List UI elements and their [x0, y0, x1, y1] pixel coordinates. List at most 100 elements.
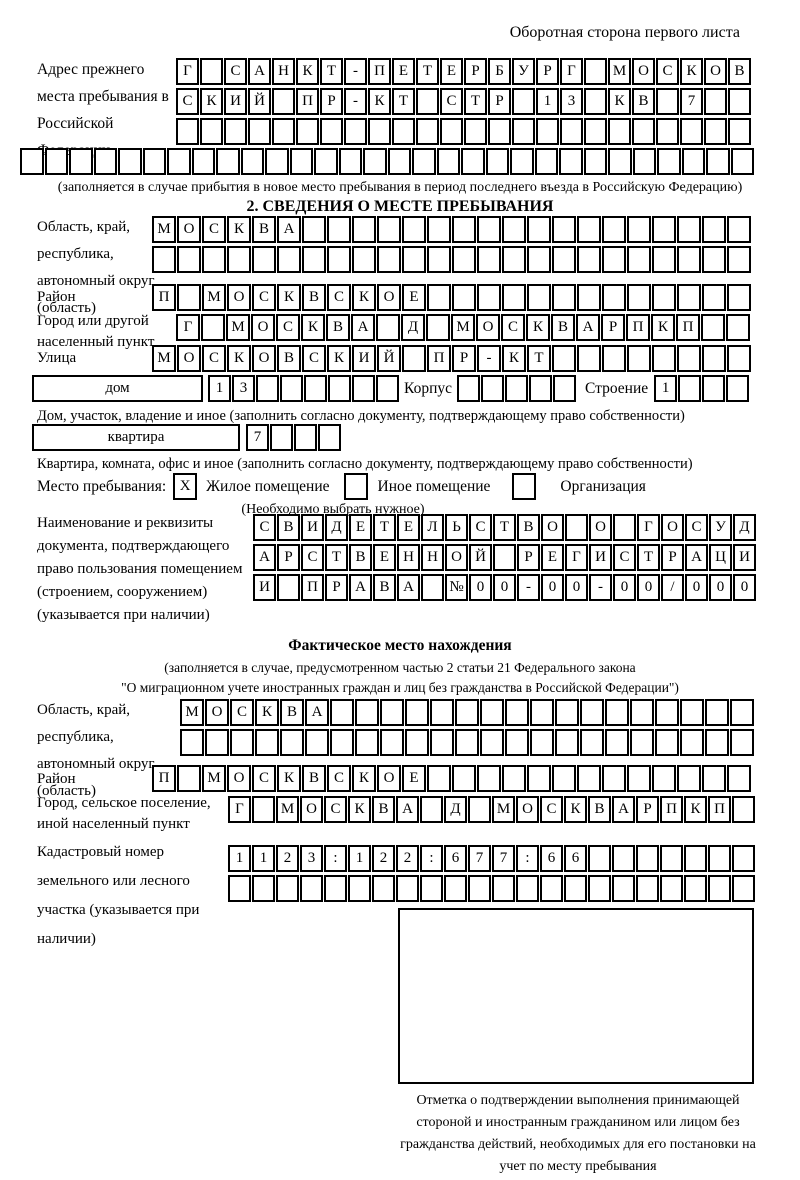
char-cell[interactable]: М [276, 796, 299, 823]
char-cell[interactable] [577, 216, 601, 243]
char-cell[interactable]: Р [488, 88, 511, 115]
char-cell[interactable] [730, 148, 754, 175]
char-cell[interactable] [256, 375, 279, 402]
char-cell[interactable] [344, 118, 367, 145]
char-cell[interactable]: У [709, 514, 732, 541]
char-cell[interactable]: 2 [276, 845, 299, 872]
char-cell[interactable]: О [661, 514, 684, 541]
char-cell[interactable]: Ц [709, 544, 732, 571]
char-cell[interactable] [540, 875, 563, 902]
char-cell[interactable]: Т [464, 88, 487, 115]
char-cell[interactable]: С [202, 345, 226, 372]
char-cell[interactable] [602, 345, 626, 372]
char-cell[interactable] [440, 118, 463, 145]
char-cell[interactable] [216, 148, 240, 175]
char-cell[interactable]: О [251, 314, 275, 341]
char-cell[interactable]: Д [444, 796, 467, 823]
char-cell[interactable]: - [344, 88, 367, 115]
char-cell[interactable] [608, 118, 631, 145]
char-cell[interactable]: А [349, 574, 372, 601]
char-cell[interactable]: О [300, 796, 323, 823]
char-cell[interactable] [727, 246, 751, 273]
char-cell[interactable] [444, 875, 467, 902]
char-cell[interactable] [728, 88, 751, 115]
char-cell[interactable] [492, 875, 515, 902]
char-cell[interactable] [678, 375, 702, 402]
char-cell[interactable] [488, 118, 511, 145]
char-cell[interactable]: В [302, 765, 326, 792]
char-cell[interactable]: - [517, 574, 540, 601]
char-cell[interactable] [701, 314, 725, 341]
char-cell[interactable] [577, 345, 601, 372]
char-cell[interactable] [565, 514, 588, 541]
char-cell[interactable] [377, 216, 401, 243]
char-cell[interactable]: Н [272, 58, 295, 85]
char-cell[interactable]: Е [392, 58, 415, 85]
stay-type-checkbox-other[interactable] [343, 473, 368, 500]
char-cell[interactable] [588, 845, 611, 872]
char-cell[interactable] [559, 148, 583, 175]
char-cell[interactable] [477, 216, 501, 243]
char-cell[interactable]: С [327, 765, 351, 792]
char-cell[interactable] [252, 246, 276, 273]
char-cell[interactable]: Г [565, 544, 588, 571]
char-cell[interactable] [302, 216, 326, 243]
char-cell[interactable]: Р [661, 544, 684, 571]
char-cell[interactable]: 3 [560, 88, 583, 115]
char-cell[interactable]: П [626, 314, 650, 341]
char-cell[interactable] [652, 765, 676, 792]
char-cell[interactable] [728, 118, 751, 145]
char-cell[interactable]: С [253, 514, 276, 541]
char-cell[interactable]: 0 [541, 574, 564, 601]
char-cell[interactable] [529, 375, 552, 402]
char-cell[interactable] [612, 845, 635, 872]
char-cell[interactable]: 2 [372, 845, 395, 872]
char-cell[interactable] [512, 88, 535, 115]
char-cell[interactable] [705, 699, 729, 726]
char-cell[interactable] [552, 284, 576, 311]
char-cell[interactable]: П [427, 345, 451, 372]
char-cell[interactable]: О [377, 284, 401, 311]
char-cell[interactable] [480, 729, 504, 756]
char-cell[interactable]: К [651, 314, 675, 341]
char-cell[interactable] [584, 88, 607, 115]
char-cell[interactable]: М [152, 345, 176, 372]
char-cell[interactable] [577, 284, 601, 311]
char-cell[interactable] [270, 424, 293, 451]
char-cell[interactable]: 0 [685, 574, 708, 601]
char-cell[interactable] [302, 246, 326, 273]
char-cell[interactable]: № [445, 574, 468, 601]
char-cell[interactable] [201, 314, 225, 341]
char-cell[interactable] [512, 118, 535, 145]
char-cell[interactable]: О [445, 544, 468, 571]
char-cell[interactable]: Р [464, 58, 487, 85]
char-cell[interactable] [421, 574, 444, 601]
char-cell[interactable] [530, 699, 554, 726]
char-cell[interactable] [708, 875, 731, 902]
char-cell[interactable] [493, 544, 516, 571]
char-cell[interactable] [176, 118, 199, 145]
char-cell[interactable]: 6 [444, 845, 467, 872]
char-cell[interactable] [684, 845, 707, 872]
char-cell[interactable]: С [230, 699, 254, 726]
char-cell[interactable]: А [253, 544, 276, 571]
char-cell[interactable] [426, 314, 450, 341]
char-cell[interactable] [191, 148, 215, 175]
char-cell[interactable]: Н [397, 544, 420, 571]
char-cell[interactable] [630, 699, 654, 726]
char-cell[interactable]: О [377, 765, 401, 792]
char-cell[interactable]: 6 [564, 845, 587, 872]
char-cell[interactable] [330, 729, 354, 756]
char-cell[interactable]: В [551, 314, 575, 341]
char-cell[interactable] [405, 699, 429, 726]
char-cell[interactable]: : [420, 845, 443, 872]
char-cell[interactable] [677, 765, 701, 792]
char-cell[interactable]: О [205, 699, 229, 726]
char-cell[interactable]: В [252, 216, 276, 243]
char-cell[interactable] [296, 118, 319, 145]
char-cell[interactable] [702, 765, 726, 792]
char-cell[interactable]: Г [176, 314, 200, 341]
char-cell[interactable]: К [352, 284, 376, 311]
char-cell[interactable] [464, 118, 487, 145]
char-cell[interactable]: П [152, 765, 176, 792]
